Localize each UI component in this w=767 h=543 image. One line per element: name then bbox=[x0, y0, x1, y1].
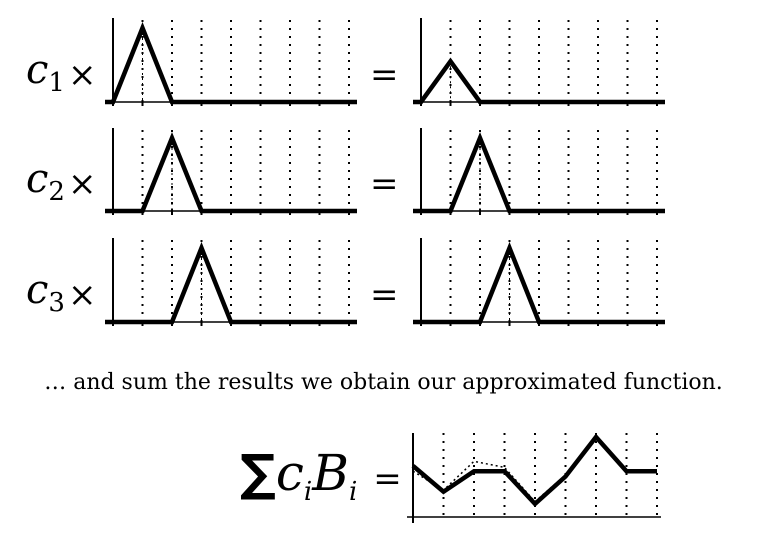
coefficient-label: c3 bbox=[26, 270, 65, 323]
coefficient-index: 2 bbox=[48, 177, 65, 207]
sum-c-index: i bbox=[303, 477, 313, 507]
equals-sign: = bbox=[370, 275, 399, 315]
times-sign: × bbox=[68, 275, 97, 315]
times-sign: × bbox=[68, 55, 97, 95]
equals-sign: = bbox=[370, 164, 399, 204]
times-sign: × bbox=[68, 164, 97, 204]
coefficient-label: c1 bbox=[26, 50, 65, 103]
sum-b-index: i bbox=[348, 477, 358, 507]
coefficient-letter: c bbox=[26, 47, 49, 93]
row1-left-plot-basis-curve bbox=[105, 21, 357, 105]
sum-equals: = bbox=[373, 459, 402, 499]
row2-right-plot-basis-curve bbox=[413, 131, 665, 214]
sum-c: c bbox=[275, 444, 304, 502]
coefficient-index: 3 bbox=[48, 288, 65, 318]
coefficient-letter: c bbox=[26, 267, 49, 313]
row3-left-plot-basis-curve bbox=[105, 241, 357, 325]
sum-b: B bbox=[312, 444, 349, 502]
target-function-curve bbox=[412, 435, 657, 503]
row1-right-plot-basis-curve bbox=[413, 57, 665, 105]
row2-left-plot-basis-curve bbox=[105, 131, 357, 214]
equals-sign: = bbox=[370, 55, 399, 95]
sum-expression: ∑ciBi = bbox=[240, 443, 402, 522]
coefficient-index: 1 bbox=[48, 68, 65, 98]
sigma-symbol: ∑ bbox=[240, 444, 276, 502]
coefficient-letter: c bbox=[26, 156, 49, 202]
row3-right-plot-basis-curve bbox=[413, 241, 665, 325]
approximation-curve bbox=[411, 433, 657, 508]
coefficient-label: c2 bbox=[26, 159, 65, 212]
caption-text: … and sum the results we obtain our appr… bbox=[44, 370, 723, 395]
